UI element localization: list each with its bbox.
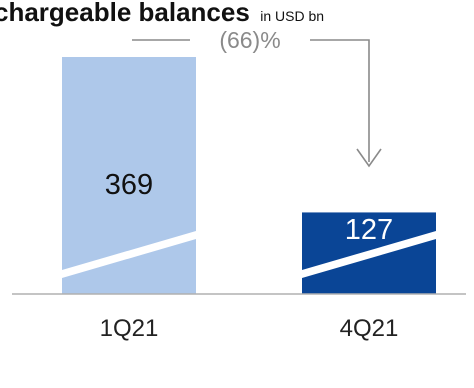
chart-title-main: chargeable balances — [0, 0, 250, 27]
chart-title: chargeable balances in USD bn — [0, 0, 324, 27]
category-label-1q21: 1Q21 — [100, 315, 159, 342]
change-percent-label: (66)% — [219, 27, 280, 53]
change-annotation: (66)% — [132, 27, 382, 168]
category-label-4q21: 4Q21 — [340, 315, 399, 342]
annotation-line-right — [310, 39, 370, 162]
value-label-4q21: 127 — [345, 214, 393, 246]
labels-layer: 369 1Q21 127 4Q21 — [100, 169, 399, 342]
value-label-1q21: 369 — [105, 169, 153, 201]
chart-title-unit: in USD bn — [260, 8, 324, 24]
bars-layer — [62, 57, 436, 294]
annotation-arrow-head — [356, 148, 382, 168]
bar-stripe-4q21 — [302, 231, 436, 278]
bar-stripe-1q21 — [62, 231, 196, 278]
